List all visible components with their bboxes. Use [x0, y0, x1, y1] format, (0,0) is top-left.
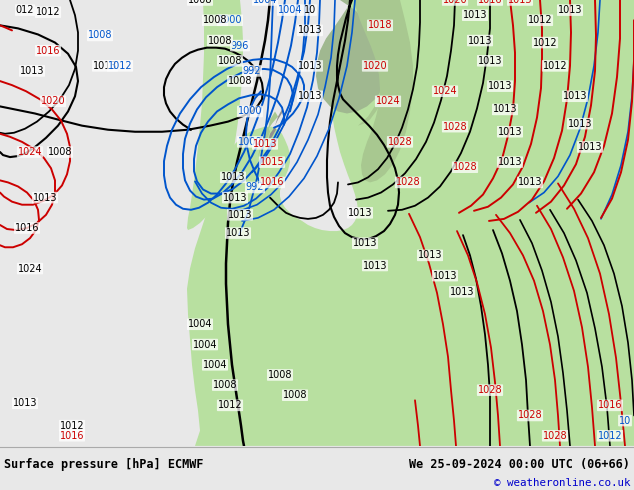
Text: 1008: 1008: [213, 380, 237, 390]
Text: 1012: 1012: [217, 400, 242, 410]
Text: 1012: 1012: [60, 420, 84, 431]
Text: 1013: 1013: [418, 250, 443, 260]
Text: 1013: 1013: [221, 172, 245, 182]
Text: 1020: 1020: [443, 0, 467, 5]
Text: 1013: 1013: [578, 142, 602, 152]
Text: 996: 996: [231, 41, 249, 50]
Polygon shape: [258, 127, 270, 157]
Text: 1013: 1013: [463, 10, 488, 20]
Text: We 25-09-2024 00:00 UTC (06+66): We 25-09-2024 00:00 UTC (06+66): [409, 458, 630, 471]
Text: 10: 10: [304, 5, 316, 15]
Polygon shape: [187, 0, 634, 446]
Text: 1024: 1024: [18, 264, 42, 273]
Text: 1028: 1028: [518, 411, 542, 420]
Text: 1020: 1020: [41, 97, 65, 106]
Text: 1020: 1020: [363, 61, 387, 71]
Text: 1004: 1004: [188, 319, 212, 329]
Text: 1013: 1013: [558, 5, 582, 15]
Text: 1024: 1024: [432, 86, 457, 96]
Text: 1012: 1012: [527, 15, 552, 25]
Text: 1008: 1008: [268, 370, 292, 380]
Text: 1024: 1024: [18, 147, 42, 157]
Text: 1008: 1008: [188, 0, 212, 5]
Polygon shape: [355, 0, 388, 125]
Text: 1016: 1016: [36, 46, 60, 56]
Polygon shape: [268, 127, 276, 142]
Text: 1004: 1004: [278, 5, 302, 15]
Text: © weatheronline.co.uk: © weatheronline.co.uk: [493, 478, 630, 488]
Text: 1013: 1013: [488, 81, 512, 91]
Text: 1028: 1028: [387, 137, 412, 147]
Text: 1000: 1000: [238, 137, 262, 147]
Text: 1004: 1004: [253, 0, 277, 5]
Text: 1008: 1008: [228, 76, 252, 86]
Text: 1013: 1013: [348, 208, 372, 218]
Text: 1008: 1008: [203, 15, 227, 25]
Text: 1004: 1004: [203, 360, 227, 370]
Text: 1013: 1013: [363, 261, 387, 270]
Text: 1013: 1013: [478, 56, 502, 66]
Text: 1028: 1028: [396, 177, 420, 187]
Polygon shape: [268, 112, 278, 130]
Text: 992: 992: [246, 182, 264, 193]
Text: 1013: 1013: [93, 61, 117, 71]
Text: 1013: 1013: [223, 193, 247, 202]
Text: 1013: 1013: [298, 25, 322, 35]
Text: 1016: 1016: [15, 223, 39, 233]
Text: 1013: 1013: [498, 157, 522, 167]
Text: 1013: 1013: [450, 287, 474, 297]
Text: 1016: 1016: [598, 400, 622, 410]
Text: 1008: 1008: [283, 390, 307, 400]
Text: 1004: 1004: [193, 340, 217, 349]
Text: 1018: 1018: [368, 21, 392, 30]
Text: 1013: 1013: [20, 66, 44, 76]
Text: 1012: 1012: [543, 61, 567, 71]
Text: 1008: 1008: [48, 147, 72, 157]
Text: 1013: 1013: [353, 238, 377, 248]
Text: 992: 992: [243, 66, 261, 76]
Text: 1013: 1013: [468, 36, 492, 46]
Text: 10: 10: [619, 416, 631, 425]
Text: 1013: 1013: [493, 104, 517, 115]
Text: 1012: 1012: [108, 61, 133, 71]
Text: 1028: 1028: [453, 162, 477, 172]
Text: 1024: 1024: [376, 97, 400, 106]
Polygon shape: [316, 0, 388, 114]
Text: 1000: 1000: [217, 15, 242, 25]
Text: 1013: 1013: [13, 398, 37, 408]
Text: 1015: 1015: [260, 157, 284, 167]
Polygon shape: [275, 109, 283, 125]
Text: 1016: 1016: [260, 177, 284, 187]
Text: 1012: 1012: [36, 7, 60, 17]
Text: 1028: 1028: [443, 122, 467, 132]
Polygon shape: [354, 0, 413, 182]
Text: 1008: 1008: [208, 36, 232, 46]
Text: 1016: 1016: [478, 0, 502, 5]
Text: 1028: 1028: [543, 431, 567, 441]
Text: 1016: 1016: [60, 431, 84, 441]
Text: 1008: 1008: [217, 56, 242, 66]
Text: 1013: 1013: [508, 0, 533, 5]
Text: 1028: 1028: [477, 385, 502, 395]
Text: 1013: 1013: [568, 119, 592, 129]
Text: 1013: 1013: [226, 228, 250, 238]
Text: 1008: 1008: [87, 30, 112, 41]
Text: 1013: 1013: [518, 177, 542, 187]
Text: 1013: 1013: [563, 91, 587, 101]
Text: 012: 012: [16, 5, 34, 15]
Text: 1013: 1013: [298, 61, 322, 71]
Text: 1013: 1013: [433, 270, 457, 281]
Text: 1013: 1013: [33, 193, 57, 202]
Polygon shape: [187, 0, 243, 230]
Text: 1013: 1013: [253, 139, 277, 149]
Text: 1012: 1012: [533, 38, 557, 48]
Text: 1013: 1013: [498, 127, 522, 137]
Text: Surface pressure [hPa] ECMWF: Surface pressure [hPa] ECMWF: [4, 458, 204, 471]
Text: 1013: 1013: [228, 210, 252, 220]
Text: 1012: 1012: [598, 431, 623, 441]
Text: 1000: 1000: [238, 106, 262, 117]
Text: 1013: 1013: [298, 91, 322, 101]
